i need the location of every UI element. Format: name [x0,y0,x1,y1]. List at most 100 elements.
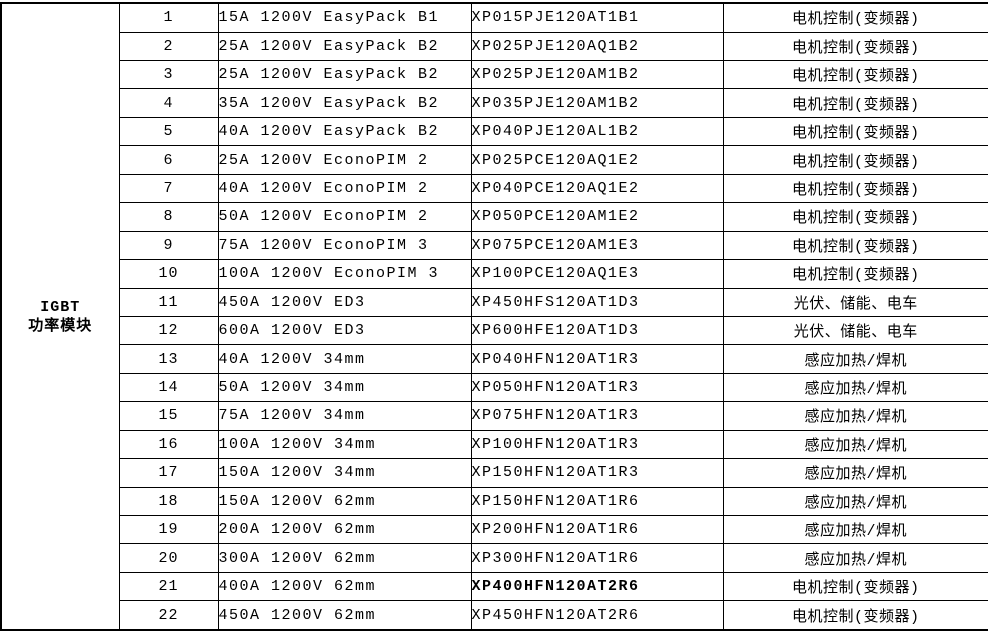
part-number-cell: XP150HFN120AT1R6 [470,486,724,517]
row-number-cell: 3 [118,60,219,90]
application-cell: 感应加热/焊机 [722,429,988,460]
spec-cell: 50A 1200V EconoPIM 2 [217,202,472,232]
spec-cell: 40A 1200V 34mm [217,344,472,374]
application-cell: 电机控制(变频器) [722,145,988,175]
table-row: 5 40A 1200V EasyPack B2 XP040PJE120AL1B2 电机… [1,116,988,147]
spec-cell: 100A 1200V EconoPIM 3 [217,259,472,289]
application-cell: 电机控制(变频器) [722,31,988,62]
part-number-cell: XP050HFN120AT1R3 [470,372,724,403]
part-number-cell: XP025PJE120AQ1B2 [470,31,724,62]
row-number-cell: 18 [118,486,219,517]
part-number-cell: XP040HFN120AT1R3 [470,344,724,374]
application-cell: 光伏、储能、电车 [722,315,988,346]
spec-cell: 200A 1200V 62mm [217,515,472,545]
part-number-cell: XP025PJE120AM1B2 [470,60,724,90]
table-row: 3 25A 1200V EasyPack B2 XP025PJE120AM1B2 电机… [1,60,988,90]
application-cell: 感应加热/焊机 [722,543,988,573]
application-cell: 电机控制(变频器) [722,230,988,261]
spec-cell: 300A 1200V 62mm [217,543,472,573]
table-row: 11 450A 1200V ED3 XP450HFS120AT1D3 光伏、储能、电车 [1,287,988,317]
row-number-cell: 8 [118,202,219,232]
part-number-cell: XP025PCE120AQ1E2 [470,145,724,175]
row-number-cell: 19 [118,515,219,545]
part-number-cell: XP300HFN120AT1R6 [470,543,724,573]
part-number-cell: XP075HFN120AT1R3 [470,401,724,431]
spec-cell: 150A 1200V 34mm [217,458,472,488]
spec-cell: 25A 1200V EconoPIM 2 [217,145,472,175]
part-number-cell: XP075PCE120AM1E3 [470,230,724,261]
spec-cell: 450A 1200V ED3 [217,287,472,317]
part-number-cell: XP150HFN120AT1R3 [470,458,724,488]
application-cell: 感应加热/焊机 [722,344,988,374]
application-cell: 感应加热/焊机 [722,515,988,545]
table-row: 12 600A 1200V ED3 XP600HFE120AT1D3 光伏、储能、电车 [1,315,988,346]
application-cell: 感应加热/焊机 [722,486,988,517]
table-row: 7 40A 1200V EconoPIM 2 XP040PCE120AQ1E2 电机控… [1,173,988,204]
part-number-cell: XP600HFE120AT1D3 [470,315,724,346]
application-cell: 电机控制(变频器) [722,2,988,33]
table-row: 14 50A 1200V 34mm XP050HFN120AT1R3 感应加热/焊机 [1,372,988,403]
part-number-cell: XP050PCE120AM1E2 [470,202,724,232]
part-number-cell: XP040PJE120AL1B2 [470,116,724,147]
table-row: 19 200A 1200V 62mm XP200HFN120AT1R6 感应加热/焊机 [1,515,988,545]
row-number-cell: 1 [118,2,219,33]
application-cell: 电机控制(变频器) [722,202,988,232]
table-row: 15 75A 1200V 34mm XP075HFN120AT1R3 感应加热/焊机 [1,401,988,431]
table-row: 10 100A 1200V EconoPIM 3 XP100PCE120AQ1E3 电… [1,259,988,289]
table-row: 4 35A 1200V EasyPack B2 XP035PJE120AM1B2 电机… [1,88,988,118]
spec-cell: 25A 1200V EasyPack B2 [217,31,472,62]
row-number-cell: 11 [118,287,219,317]
spec-cell: 50A 1200V 34mm [217,372,472,403]
application-cell: 感应加热/焊机 [722,372,988,403]
application-cell: 感应加热/焊机 [722,401,988,431]
part-number-cell: XP200HFN120AT1R6 [470,515,724,545]
row-number-cell: 21 [118,571,219,602]
part-number-cell: XP015PJE120AT1B1 [470,2,724,33]
spec-cell: 150A 1200V 62mm [217,486,472,517]
table-row: 6 25A 1200V EconoPIM 2 XP025PCE120AQ1E2 电机控… [1,145,988,175]
application-cell: 光伏、储能、电车 [722,287,988,317]
row-number-cell: 20 [118,543,219,573]
application-cell: 感应加热/焊机 [722,458,988,488]
category-label-line1: IGBT [40,298,81,316]
spec-cell: 100A 1200V 34mm [217,429,472,460]
table-row: 9 75A 1200V EconoPIM 3 XP075PCE120AM1E3 电机控… [1,230,988,261]
spec-cell: 40A 1200V EconoPIM 2 [217,173,472,204]
part-number-cell: XP400HFN120AT2R6 [470,571,724,602]
spec-cell: 400A 1200V 62mm [217,571,472,602]
application-cell: 电机控制(变频器) [722,571,988,602]
row-number-cell: 12 [118,315,219,346]
row-number-cell: 7 [118,173,219,204]
row-number-cell: 16 [118,429,219,460]
application-cell: 电机控制(变频器) [722,259,988,289]
table-row: 8 50A 1200V EconoPIM 2 XP050PCE120AM1E2 电机控… [1,202,988,232]
row-number-cell: 4 [118,88,219,118]
part-number-cell: XP035PJE120AM1B2 [470,88,724,118]
spec-cell: 25A 1200V EasyPack B2 [217,60,472,90]
spec-cell: 40A 1200V EasyPack B2 [217,116,472,147]
table-row: 22 450A 1200V 62mm XP450HFN120AT2R6 电机控制(变频… [1,600,988,631]
part-number-cell: XP100PCE120AQ1E3 [470,259,724,289]
application-cell: 电机控制(变频器) [722,173,988,204]
row-number-cell: 22 [118,600,219,631]
part-number-cell: XP450HFN120AT2R6 [470,600,724,631]
part-number-cell: XP040PCE120AQ1E2 [470,173,724,204]
application-cell: 电机控制(变频器) [722,88,988,118]
spec-cell: 75A 1200V EconoPIM 3 [217,230,472,261]
category-label-line2: 功率模块 [28,317,93,335]
part-number-cell: XP100HFN120AT1R3 [470,429,724,460]
spec-cell: 600A 1200V ED3 [217,315,472,346]
row-number-cell: 13 [118,344,219,374]
row-number-cell: 15 [118,401,219,431]
row-number-cell: 9 [118,230,219,261]
spec-cell: 15A 1200V EasyPack B1 [217,2,472,33]
spec-cell: 450A 1200V 62mm [217,600,472,631]
row-number-cell: 17 [118,458,219,488]
table-row: 13 40A 1200V 34mm XP040HFN120AT1R3 感应加热/焊机 [1,344,988,374]
table-row: 21 400A 1200V 62mm XP400HFN120AT2R6 电机控制(变频… [1,571,988,602]
table-row: 18 150A 1200V 62mm XP150HFN120AT1R6 感应加热/焊机 [1,486,988,517]
spec-cell: 35A 1200V EasyPack B2 [217,88,472,118]
application-cell: 电机控制(变频器) [722,60,988,90]
